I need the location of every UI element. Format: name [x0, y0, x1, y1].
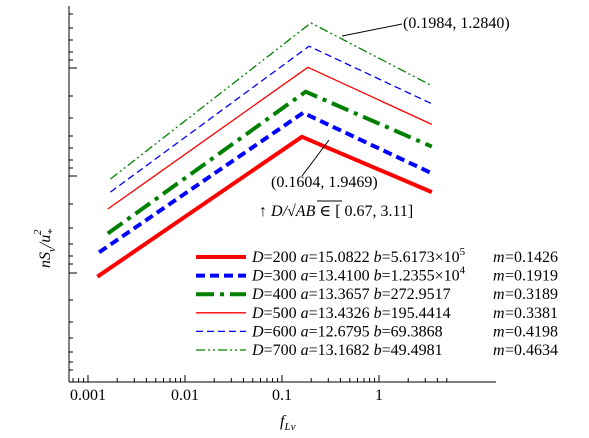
- legend-a-value: =15.0822: [309, 249, 374, 266]
- legend-entry-D600: D=600 a=12.6795 b=69.3868: [251, 323, 443, 340]
- series-line-D500: [107, 66, 433, 210]
- y-axis-label: nSv/u*2: [32, 229, 58, 268]
- legend-b-key: b: [374, 323, 382, 340]
- legend-b-exponent: 4: [460, 265, 466, 277]
- legend-d-key: D: [251, 323, 264, 340]
- legend-m-key: m: [493, 268, 505, 285]
- legend-m-value: =0.1426: [505, 249, 558, 266]
- legend-d-value: =700: [264, 342, 301, 359]
- y-axis-label-a-sub: v: [46, 247, 58, 252]
- bottom-point-leader: [301, 139, 330, 177]
- x-tick-label: 0.1: [272, 387, 292, 404]
- legend-b-exponent: 5: [460, 246, 466, 258]
- legend-a-value: =13.4326: [309, 305, 374, 322]
- range-note-interval: [ 0.67, 3.11]: [335, 203, 413, 220]
- legend-m-key: m: [493, 305, 505, 322]
- legend-b-value: =1.2355×10: [382, 268, 460, 285]
- range-note-root: AB: [295, 203, 316, 220]
- legend-d-key: D: [251, 305, 264, 322]
- legend-a-value: =13.1682: [309, 342, 374, 359]
- top-point-leader: [341, 23, 403, 37]
- legend-m-key: m: [493, 323, 505, 340]
- series-line-D200: [96, 134, 433, 279]
- legend-entry-D300: D=300 a=13.4100 b=1.2355×104: [251, 265, 466, 285]
- x-axis-label-main: f: [280, 413, 287, 430]
- x-tick-label: 1: [375, 387, 383, 404]
- range-note-d: D: [270, 203, 283, 220]
- legend-m-value: =0.1919: [505, 268, 558, 285]
- legend-a-key: a: [301, 268, 309, 285]
- legend-d-value: =300: [264, 268, 301, 285]
- legend-b-value: =195.4414: [382, 305, 451, 322]
- series-line-D700: [110, 22, 433, 180]
- legend-a-value: =13.3657: [309, 286, 374, 303]
- x-tick-labels: 0.001 0.01 0.1 1: [70, 387, 383, 404]
- y-axis-label-b-sup: 2: [32, 229, 44, 235]
- legend-a-key: a: [301, 342, 309, 359]
- legend-d-key: D: [251, 268, 264, 285]
- legend-b-value: =5.6173×10: [382, 249, 460, 266]
- legend-d-value: =600: [264, 323, 301, 340]
- legend: D=200 a=15.0822 b=5.6173×105 m =0.1426D=30…: [196, 246, 558, 359]
- legend-m-key: m: [493, 286, 505, 303]
- x-axis-label-sub: Lv: [283, 421, 295, 433]
- legend-entry-D500: D=500 a=13.4326 b=195.4414: [251, 305, 451, 322]
- legend-entry-D400: D=400 a=13.3657 b=272.9517: [251, 286, 451, 303]
- range-note: ↑ D/√AB ∈ [ 0.67, 3.11]: [259, 203, 413, 220]
- y-axis-label-a: nS: [37, 252, 54, 268]
- legend-m-key: m: [493, 249, 505, 266]
- legend-b-value: =69.3868: [382, 323, 443, 340]
- y-axis-label-b: /u: [37, 235, 54, 248]
- legend-b-value: =49.4981: [382, 342, 443, 359]
- legend-d-value: =400: [264, 286, 301, 303]
- legend-b-key: b: [374, 342, 382, 359]
- legend-d-key: D: [251, 249, 264, 266]
- bottom-point-annotation: (0.1604, 1.9469): [271, 174, 378, 191]
- legend-b-key: b: [374, 268, 382, 285]
- legend-d-value: =200: [264, 249, 301, 266]
- legend-d-key: D: [251, 286, 264, 303]
- range-note-slash: /: [282, 203, 289, 220]
- legend-d-key: D: [251, 342, 264, 359]
- legend-m-value: =0.3381: [505, 305, 558, 322]
- range-note-in: ∈: [319, 203, 331, 220]
- legend-a-key: a: [301, 286, 309, 303]
- top-point-annotation: (0.1984, 1.2840): [403, 15, 510, 32]
- range-note-arrow: ↑: [259, 203, 267, 220]
- range-note-sqrt-icon: √: [287, 203, 296, 220]
- y-axis-label-b-sub: *: [46, 229, 58, 235]
- x-tick-label: 0.01: [171, 387, 199, 404]
- legend-a-value: =13.4100: [309, 268, 374, 285]
- legend-a-key: a: [301, 323, 309, 340]
- legend-a-key: a: [301, 249, 309, 266]
- plot-axes: [68, 6, 496, 383]
- legend-m-value: =0.4198: [505, 323, 558, 340]
- series-layer: [96, 22, 433, 279]
- legend-a-value: =12.6795: [309, 323, 374, 340]
- x-tick-label: 0.001: [70, 387, 106, 404]
- legend-entry-D200: D=200 a=15.0822 b=5.6173×105: [251, 246, 466, 266]
- legend-b-key: b: [374, 286, 382, 303]
- legend-b-key: b: [374, 249, 382, 266]
- legend-a-key: a: [301, 305, 309, 322]
- series-line-D400: [106, 89, 433, 236]
- legend-entry-D700: D=700 a=13.1682 b=49.4981: [251, 342, 443, 359]
- x-axis-label: fLv: [280, 413, 296, 433]
- legend-d-value: =500: [264, 305, 301, 322]
- series-line-D300: [97, 110, 433, 254]
- legend-m-key: m: [493, 342, 505, 359]
- legend-b-value: =272.9517: [382, 286, 451, 303]
- legend-m-value: =0.4634: [505, 342, 558, 359]
- series-line-D600: [110, 45, 433, 193]
- legend-b-key: b: [374, 305, 382, 322]
- legend-m-value: =0.3189: [505, 286, 558, 303]
